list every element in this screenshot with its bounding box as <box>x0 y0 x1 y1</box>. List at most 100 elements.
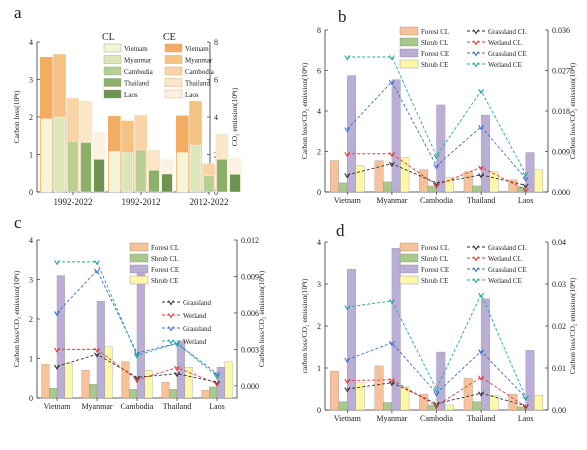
bar-forest-cl <box>419 169 429 193</box>
line-grassland <box>56 269 218 375</box>
line-marker <box>478 292 485 299</box>
y-tick-label: 2 <box>29 315 33 324</box>
legend-label-bar: Shrub CE <box>421 61 448 69</box>
bar-shrub-ce <box>444 177 454 193</box>
bar-forest-ce <box>347 75 357 193</box>
legend-swatch-cl <box>103 55 122 64</box>
line-marker <box>388 161 395 168</box>
y-tick-label: 3 <box>317 280 321 289</box>
bar-cl <box>229 174 241 193</box>
y2-tick-label: 0.036 <box>552 26 570 35</box>
bar-shrub-ce <box>355 382 365 411</box>
y-axis-title: Carbon loss/CO₂ emission(10⁸t) <box>12 270 21 367</box>
bar-shrub-cl <box>338 182 348 193</box>
y2-axis-title: Carbon loss/CO₂ emission(10⁸t) <box>257 270 266 367</box>
line-marker <box>344 378 351 385</box>
legend-line-marker <box>473 245 479 251</box>
line-marker <box>174 371 180 378</box>
y-tick-label: 1 <box>29 151 33 160</box>
x-tick-label: Thailand <box>467 414 495 423</box>
y-tick-label: 2 <box>317 322 321 331</box>
y2-tick-label: 0.000 <box>552 188 570 197</box>
legend-swatch-ce <box>164 66 183 76</box>
y2-axis-title: Carbon loss/CO₂ emission(10⁸t) <box>568 277 577 374</box>
line-marker <box>388 341 395 347</box>
bar-shrub-cl <box>338 401 348 411</box>
legend-swatch-cl <box>103 66 122 76</box>
bar-shrub-ce <box>104 346 113 399</box>
legend-swatch-ce <box>164 89 183 99</box>
legend-swatch-bar <box>399 253 419 263</box>
bar-shrub-cl <box>89 384 98 399</box>
y2-tick-label: 0.012 <box>241 236 259 245</box>
legend-line-marker <box>473 40 479 46</box>
line-marker <box>134 377 140 384</box>
legend-label-line: Wetland <box>183 338 207 346</box>
x-tick-label: Vietnam <box>334 196 362 205</box>
y-tick-label: 0 <box>29 394 33 403</box>
bar-shrub-ce <box>400 157 410 193</box>
bar-forest-cl <box>374 365 384 411</box>
bar-shrub-cl <box>169 389 178 399</box>
bar-forest-cl <box>374 160 384 193</box>
legend-label-bar: Forest CL <box>151 244 179 252</box>
bar-shrub-cl <box>427 185 437 193</box>
line-marker <box>214 371 220 378</box>
panel-letter-b: b <box>338 7 347 26</box>
legend-label-ce: Thailand <box>185 80 210 88</box>
line-marker <box>214 381 220 387</box>
line-grassland-cl <box>347 163 526 186</box>
y-tick-label: 0 <box>317 406 321 415</box>
x-tick-label: Myanmar <box>376 196 407 205</box>
line-marker <box>134 353 140 359</box>
y2-tick-label: 0.027 <box>552 67 570 76</box>
y-tick-label: 8 <box>317 26 321 35</box>
line-grassland-ce <box>347 342 527 398</box>
y-tick-label: 4 <box>29 38 33 47</box>
bar-forest-cl <box>508 393 518 411</box>
line-marker <box>478 124 485 131</box>
x-group-label: 2012-2022 <box>190 197 229 207</box>
line-marker <box>433 164 440 170</box>
legend-label-cl: Vietnam <box>124 45 148 53</box>
legend-label-line: Wetland CE <box>488 61 522 69</box>
y2-tick-label: 0.00 <box>552 406 566 415</box>
line-wetland <box>57 261 218 377</box>
line-marker <box>94 268 100 274</box>
legend-swatch-cl <box>103 89 122 99</box>
line-marker <box>344 305 351 311</box>
bar-forest-ce <box>391 248 401 411</box>
legend-label-bar: Shrub CL <box>421 39 448 47</box>
legend-label-ce: Laos <box>185 91 199 99</box>
line-marker <box>478 391 485 397</box>
y-tick-label: 4 <box>317 107 321 116</box>
x-tick-label: Vietnam <box>334 414 362 423</box>
bar-shrub-cl <box>472 185 482 193</box>
bar-shrub-cl <box>209 386 218 399</box>
legend-label-ce: Cambodia <box>185 68 215 76</box>
bar-forest-cl <box>508 179 518 193</box>
bar-forest-cl <box>81 370 90 399</box>
legend-swatch-bar <box>399 59 419 69</box>
bar-forest-cl <box>41 364 50 399</box>
line-marker <box>54 260 60 266</box>
legend-label-line: Wetland CL <box>488 39 522 47</box>
legend-label-line: Wetland <box>183 312 207 320</box>
legend-label-line: Grassland CL <box>488 244 527 252</box>
y2-tick-label: 0.018 <box>552 107 570 116</box>
legend-swatch-bar <box>129 264 149 274</box>
y2-tick-label: 0.003 <box>241 345 259 354</box>
bar-cl <box>161 173 173 193</box>
y-axis-title: Carbon loss/CO₂ emission(10⁸t) <box>300 62 309 159</box>
line-marker <box>388 79 395 86</box>
y-tick-label: 2 <box>29 113 33 122</box>
y-tick-label: 3 <box>29 276 33 285</box>
line-marker <box>54 311 60 317</box>
panel-letter-d: d <box>336 221 345 240</box>
y2-tick-label: 0.02 <box>552 322 566 331</box>
legend-line-marker <box>473 51 479 57</box>
bar-cl <box>93 159 105 193</box>
legend-swatch-bar <box>399 264 419 274</box>
legend-label-line: Wetland CL <box>488 255 522 263</box>
x-tick-label: Laos <box>518 196 534 205</box>
